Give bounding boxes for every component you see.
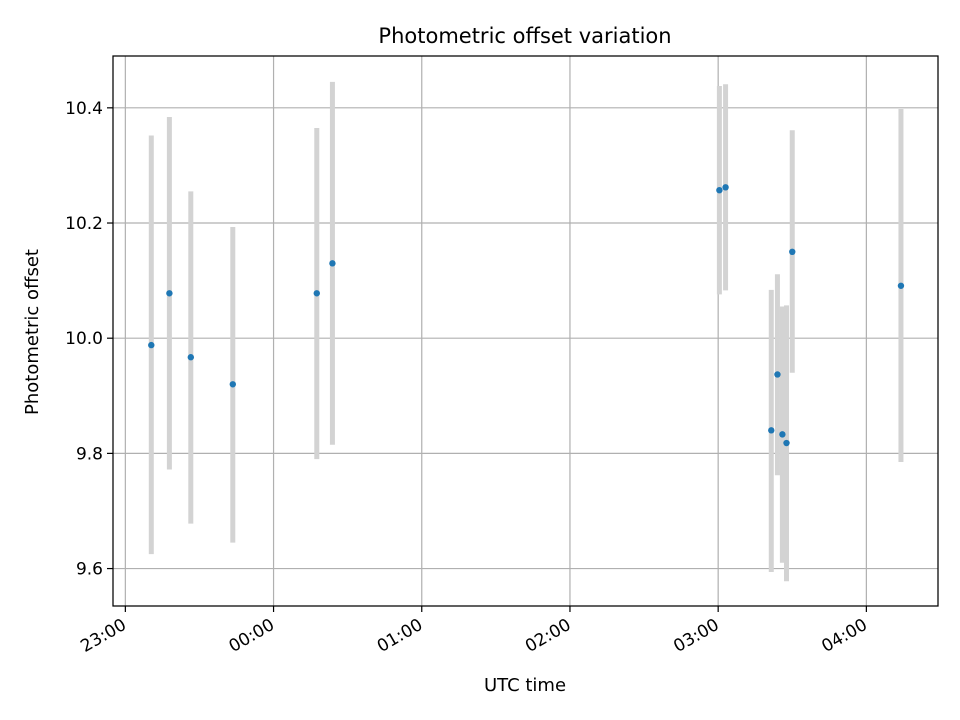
data-point bbox=[783, 439, 790, 447]
data-point bbox=[148, 341, 155, 349]
y-axis-ticks: 9.6 9.8 10.0 10.2 10.4 bbox=[65, 99, 113, 580]
chart-title: Photometric offset variation bbox=[378, 24, 671, 48]
data-point bbox=[897, 282, 905, 289]
data-point bbox=[789, 248, 796, 256]
data-point bbox=[166, 290, 173, 297]
y-tick-label: 9.6 bbox=[76, 560, 103, 580]
x-tick-label: 23:00 bbox=[77, 615, 129, 657]
x-axis-label: UTC time bbox=[484, 675, 566, 696]
data-point bbox=[187, 354, 195, 361]
x-tick-label: 00:00 bbox=[226, 615, 278, 657]
data-point bbox=[774, 371, 781, 378]
y-tick-label: 10.0 bbox=[65, 329, 103, 349]
y-axis-label: Photometric offset bbox=[22, 249, 43, 415]
y-tick-label: 10.2 bbox=[65, 214, 103, 234]
data-point bbox=[313, 290, 320, 297]
x-tick-label: 03:00 bbox=[670, 615, 722, 657]
data-point bbox=[716, 186, 723, 194]
data-point bbox=[329, 260, 336, 267]
data-points bbox=[148, 184, 905, 447]
grid bbox=[113, 56, 938, 606]
x-tick-label: 01:00 bbox=[374, 615, 426, 657]
data-point bbox=[779, 431, 786, 438]
y-tick-label: 10.4 bbox=[65, 99, 103, 119]
data-point bbox=[768, 427, 775, 434]
y-tick-label: 9.8 bbox=[76, 444, 103, 464]
x-tick-label: 04:00 bbox=[818, 615, 870, 657]
plot-frame bbox=[112, 55, 939, 607]
data-point bbox=[722, 184, 729, 191]
error-bars bbox=[148, 81, 904, 582]
x-axis-ticks: 23:00 00:00 01:00 02:00 03:00 04:00 bbox=[77, 606, 871, 657]
x-tick-label: 02:00 bbox=[522, 615, 574, 657]
data-point bbox=[229, 381, 236, 388]
